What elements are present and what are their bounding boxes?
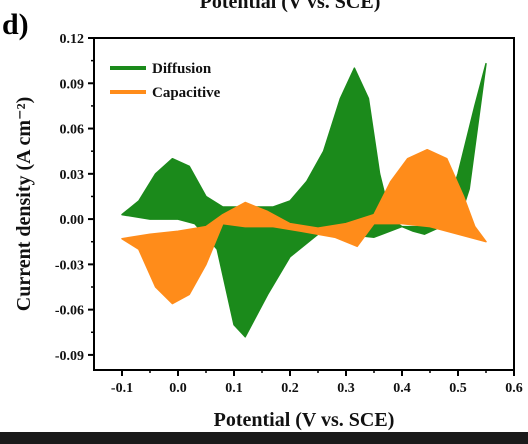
- plot-frame: [93, 37, 515, 371]
- y-tick-label: 0.12: [60, 32, 85, 47]
- series-layer: [121, 62, 487, 338]
- series-area-diffusion: [121, 62, 487, 338]
- legend: Diffusion Capacitive: [110, 61, 221, 101]
- bottom-bar: [0, 432, 528, 444]
- legend-label-diffusion: Diffusion: [152, 61, 212, 77]
- panel-label: d): [2, 8, 29, 41]
- legend-label-capacitive: Capacitive: [152, 85, 221, 101]
- x-tick-label: 0.4: [393, 381, 411, 396]
- top-cut-title: Potential (V vs. SCE): [200, 0, 381, 13]
- x-tick-label: 0.0: [169, 381, 187, 396]
- x-tick-label: -0.1: [111, 381, 133, 396]
- y-axis-title: Current density (A cm⁻²): [13, 97, 35, 312]
- y-tick-label: 0.03: [60, 168, 85, 183]
- y-tick-label: -0.09: [55, 349, 84, 364]
- x-tick-label: 0.3: [337, 381, 355, 396]
- y-tick-label: 0.09: [60, 77, 85, 92]
- x-axis-title: Potential (V vs. SCE): [214, 409, 395, 431]
- ticks-layer: -0.1 0.0 0.1 0.2 0.3 0.4 0.5 0.6 -0.09 -0.06 -0.03…: [55, 32, 523, 396]
- y-tick-label: 0.06: [60, 123, 85, 138]
- x-tick-label: 0.5: [449, 381, 467, 396]
- y-tick-label: -0.06: [55, 304, 84, 319]
- y-tick-label: -0.03: [55, 258, 84, 273]
- series-area-capacitive: [121, 148, 487, 305]
- x-tick-label: 0.2: [281, 381, 299, 396]
- plot-area: [121, 62, 487, 338]
- x-tick-label: 0.6: [505, 381, 523, 396]
- x-tick-label: 0.1: [225, 381, 243, 396]
- y-tick-label: 0.00: [60, 213, 85, 228]
